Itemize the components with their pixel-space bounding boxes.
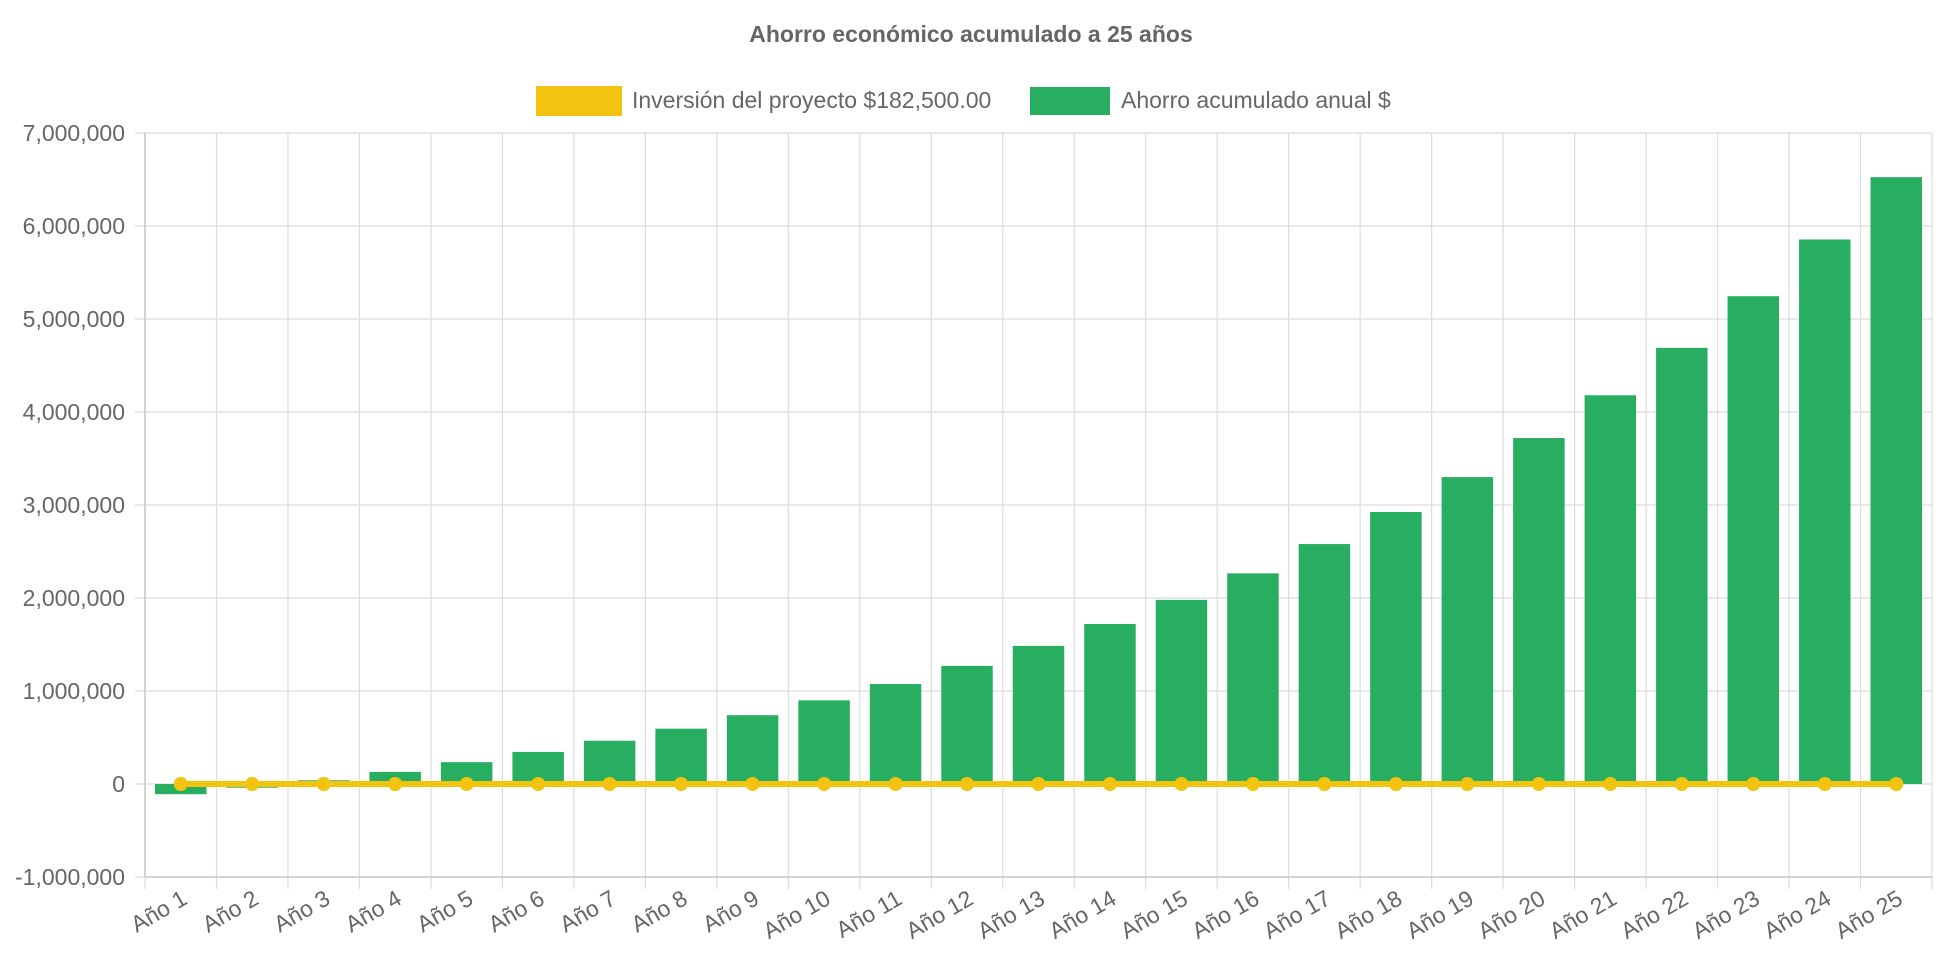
bar-savings-11[interactable]	[869, 684, 922, 784]
legend-swatch-investment[interactable]	[536, 86, 622, 116]
x-tick-label: Año 10	[758, 885, 834, 944]
point-investment-16[interactable]	[1245, 777, 1260, 791]
x-tick-label: Año 13	[973, 885, 1049, 944]
legend: Inversión del proyecto $182,500.00 Ahorr…	[536, 86, 1391, 116]
y-tick-label: -1,000,000	[15, 864, 125, 890]
bar-savings-8[interactable]	[655, 728, 707, 784]
point-investment-11[interactable]	[888, 777, 903, 791]
point-investment-4[interactable]	[388, 777, 403, 791]
x-tick-label: Año 8	[627, 885, 692, 938]
bar-savings-22[interactable]	[1656, 347, 1708, 784]
point-investment-7[interactable]	[602, 777, 617, 791]
bar-savings-20[interactable]	[1513, 438, 1565, 784]
x-gridlines	[144, 133, 1933, 889]
x-tick-label: Año 9	[698, 885, 763, 938]
bar-savings-12[interactable]	[941, 665, 993, 784]
point-investment-23[interactable]	[1746, 777, 1761, 791]
x-tick-label: Año 24	[1759, 885, 1835, 944]
y-tick-label: 6,000,000	[23, 213, 125, 239]
x-tick-label: Año 17	[1259, 885, 1335, 944]
point-investment-14[interactable]	[1102, 777, 1117, 791]
point-investment-20[interactable]	[1531, 777, 1546, 791]
point-investment-10[interactable]	[817, 777, 832, 791]
bar-savings-16[interactable]	[1227, 573, 1279, 784]
point-investment-21[interactable]	[1603, 777, 1618, 791]
x-tick-label: Año 25	[1831, 885, 1907, 944]
bar-savings-24[interactable]	[1799, 239, 1851, 785]
y-tick-label: 2,000,000	[23, 585, 125, 611]
point-investment-12[interactable]	[960, 777, 975, 791]
point-investment-6[interactable]	[531, 777, 546, 791]
x-tick-label: Año 21	[1545, 885, 1621, 944]
x-tick-label: Año 12	[901, 885, 977, 944]
point-investment-15[interactable]	[1174, 777, 1189, 791]
y-tick-label: 5,000,000	[23, 306, 125, 332]
x-tick-label: Año 20	[1473, 885, 1549, 944]
y-tick-label: 3,000,000	[23, 492, 125, 518]
x-tick-label: Año 15	[1116, 885, 1192, 944]
bar-savings-23[interactable]	[1727, 296, 1780, 784]
legend-label-investment[interactable]: Inversión del proyecto $182,500.00	[632, 87, 991, 113]
axes	[144, 133, 1932, 878]
x-tick-label: Año 2	[198, 885, 263, 938]
y-axis-tick-labels: -1,000,000 0 1,000,000 2,000,000 3,000,000 4,…	[15, 120, 125, 890]
x-tick-label: Año 1	[126, 885, 191, 938]
x-tick-label: Año 23	[1688, 885, 1764, 944]
x-tick-label: Año 5	[412, 885, 477, 938]
legend-label-savings[interactable]: Ahorro acumulado anual $	[1121, 87, 1391, 113]
x-tick-label: Año 14	[1044, 885, 1120, 944]
x-tick-label: Año 18	[1330, 885, 1406, 944]
bar-savings-13[interactable]	[1012, 645, 1065, 784]
bar-savings-25[interactable]	[1870, 177, 1922, 785]
y-tick-label: 0	[112, 771, 125, 797]
bar-savings-10[interactable]	[798, 700, 850, 784]
point-investment-17[interactable]	[1317, 777, 1332, 791]
bar-savings-5[interactable]	[440, 762, 493, 784]
x-tick-label: Año 7	[555, 885, 620, 938]
bar-savings-9[interactable]	[726, 715, 779, 784]
bar-savings-17[interactable]	[1298, 544, 1351, 784]
bar-savings-21[interactable]	[1584, 395, 1637, 784]
point-investment-18[interactable]	[1388, 777, 1403, 791]
x-tick-label: Año 22	[1616, 885, 1692, 944]
chart-title: Ahorro económico acumulado a 25 años	[749, 21, 1193, 47]
point-investment-3[interactable]	[316, 777, 331, 791]
legend-swatch-savings[interactable]	[1030, 87, 1110, 115]
bar-savings-15[interactable]	[1155, 599, 1208, 784]
point-investment-19[interactable]	[1460, 777, 1475, 791]
bar-savings-7[interactable]	[583, 740, 636, 784]
x-tick-label: Año 16	[1187, 885, 1263, 944]
point-investment-1[interactable]	[173, 777, 188, 791]
bar-savings-19[interactable]	[1441, 477, 1494, 784]
x-axis-tick-labels: Año 1 Año 2 Año 3 Año 4 Año 5 Año 6 Año 7 Año 8…	[126, 885, 1907, 944]
x-tick-label: Año 4	[341, 885, 406, 938]
y-tick-label: 4,000,000	[23, 399, 125, 425]
y-tick-label: 7,000,000	[23, 120, 125, 146]
point-investment-25[interactable]	[1889, 777, 1904, 791]
point-investment-9[interactable]	[745, 777, 760, 791]
point-investment-5[interactable]	[459, 777, 474, 791]
point-investment-13[interactable]	[1031, 777, 1046, 791]
bar-series-savings	[155, 177, 1922, 795]
x-tick-label: Año 11	[831, 885, 906, 943]
y-tick-label: 1,000,000	[23, 678, 125, 704]
x-tick-label: Año 6	[484, 885, 549, 938]
point-investment-22[interactable]	[1674, 777, 1689, 791]
x-tick-label: Año 3	[269, 885, 334, 938]
point-investment-2[interactable]	[245, 777, 260, 791]
point-investment-24[interactable]	[1817, 777, 1832, 791]
bar-savings-14[interactable]	[1084, 624, 1136, 784]
x-tick-label: Año 19	[1402, 885, 1478, 944]
bar-savings-18[interactable]	[1370, 511, 1422, 784]
line-series-investment	[173, 777, 1904, 791]
point-investment-8[interactable]	[674, 777, 689, 791]
